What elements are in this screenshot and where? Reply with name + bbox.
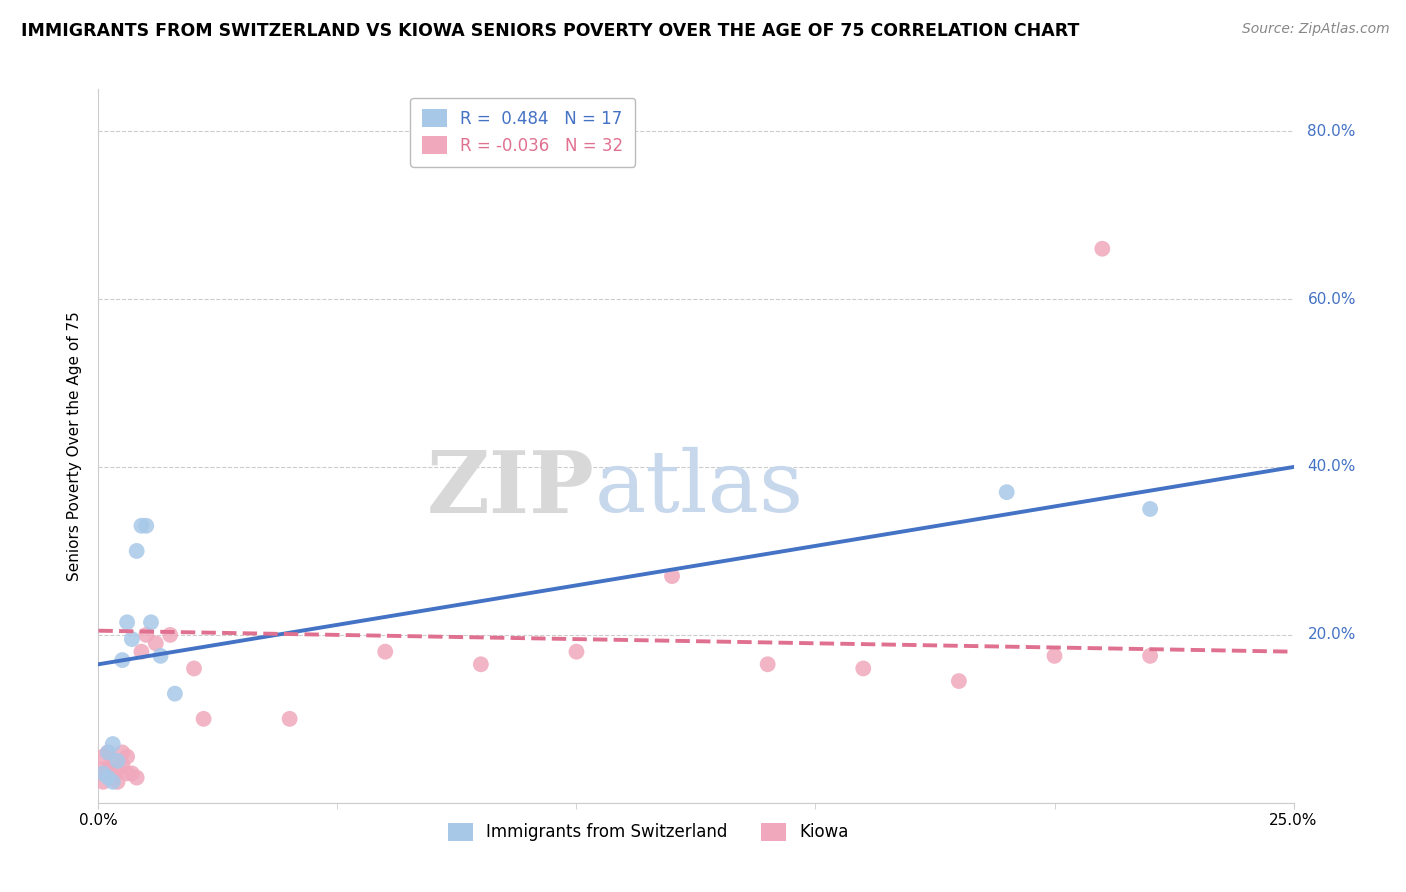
Point bbox=[125, 771, 148, 785]
Point bbox=[1043, 648, 1066, 663]
Point bbox=[159, 628, 181, 642]
Point bbox=[193, 712, 215, 726]
Point bbox=[115, 615, 138, 630]
Point bbox=[374, 645, 396, 659]
Text: IMMIGRANTS FROM SWITZERLAND VS KIOWA SENIORS POVERTY OVER THE AGE OF 75 CORRELAT: IMMIGRANTS FROM SWITZERLAND VS KIOWA SEN… bbox=[21, 22, 1080, 40]
Point bbox=[852, 661, 875, 675]
Point bbox=[107, 762, 129, 776]
Point bbox=[107, 774, 129, 789]
Point bbox=[756, 657, 779, 672]
Point bbox=[101, 771, 124, 785]
Y-axis label: Seniors Poverty Over the Age of 75: Seniors Poverty Over the Age of 75 bbox=[67, 311, 83, 581]
Point bbox=[565, 645, 588, 659]
Point bbox=[115, 749, 138, 764]
Point bbox=[97, 771, 120, 785]
Point bbox=[121, 632, 143, 646]
Point bbox=[111, 653, 134, 667]
Point bbox=[135, 628, 157, 642]
Text: ZIP: ZIP bbox=[426, 447, 595, 531]
Point bbox=[139, 615, 162, 630]
Point bbox=[163, 687, 186, 701]
Text: 80.0%: 80.0% bbox=[1308, 124, 1355, 138]
Point bbox=[948, 674, 970, 689]
Point bbox=[101, 774, 124, 789]
Point bbox=[131, 645, 153, 659]
Point bbox=[131, 518, 153, 533]
Point bbox=[91, 774, 114, 789]
Point bbox=[91, 749, 114, 764]
Point bbox=[101, 754, 124, 768]
Point bbox=[121, 766, 143, 780]
Point bbox=[183, 661, 205, 675]
Point bbox=[97, 746, 120, 760]
Text: 20.0%: 20.0% bbox=[1308, 627, 1355, 642]
Text: 60.0%: 60.0% bbox=[1308, 292, 1355, 307]
Point bbox=[278, 712, 301, 726]
Point bbox=[101, 737, 124, 751]
Legend: Immigrants from Switzerland, Kiowa: Immigrants from Switzerland, Kiowa bbox=[441, 816, 855, 848]
Point bbox=[91, 766, 114, 780]
Point bbox=[107, 754, 129, 768]
Point bbox=[1091, 242, 1114, 256]
Point bbox=[1139, 502, 1161, 516]
Point bbox=[97, 762, 120, 776]
Point bbox=[470, 657, 492, 672]
Point bbox=[97, 746, 120, 760]
Point bbox=[149, 648, 172, 663]
Point bbox=[661, 569, 683, 583]
Point bbox=[91, 762, 114, 776]
Point bbox=[111, 746, 134, 760]
Text: 40.0%: 40.0% bbox=[1308, 459, 1355, 475]
Text: Source: ZipAtlas.com: Source: ZipAtlas.com bbox=[1241, 22, 1389, 37]
Point bbox=[115, 766, 138, 780]
Point bbox=[145, 636, 167, 650]
Point bbox=[125, 544, 148, 558]
Point bbox=[1139, 648, 1161, 663]
Point bbox=[135, 518, 157, 533]
Text: atlas: atlas bbox=[595, 447, 803, 531]
Point bbox=[995, 485, 1018, 500]
Point bbox=[111, 758, 134, 772]
